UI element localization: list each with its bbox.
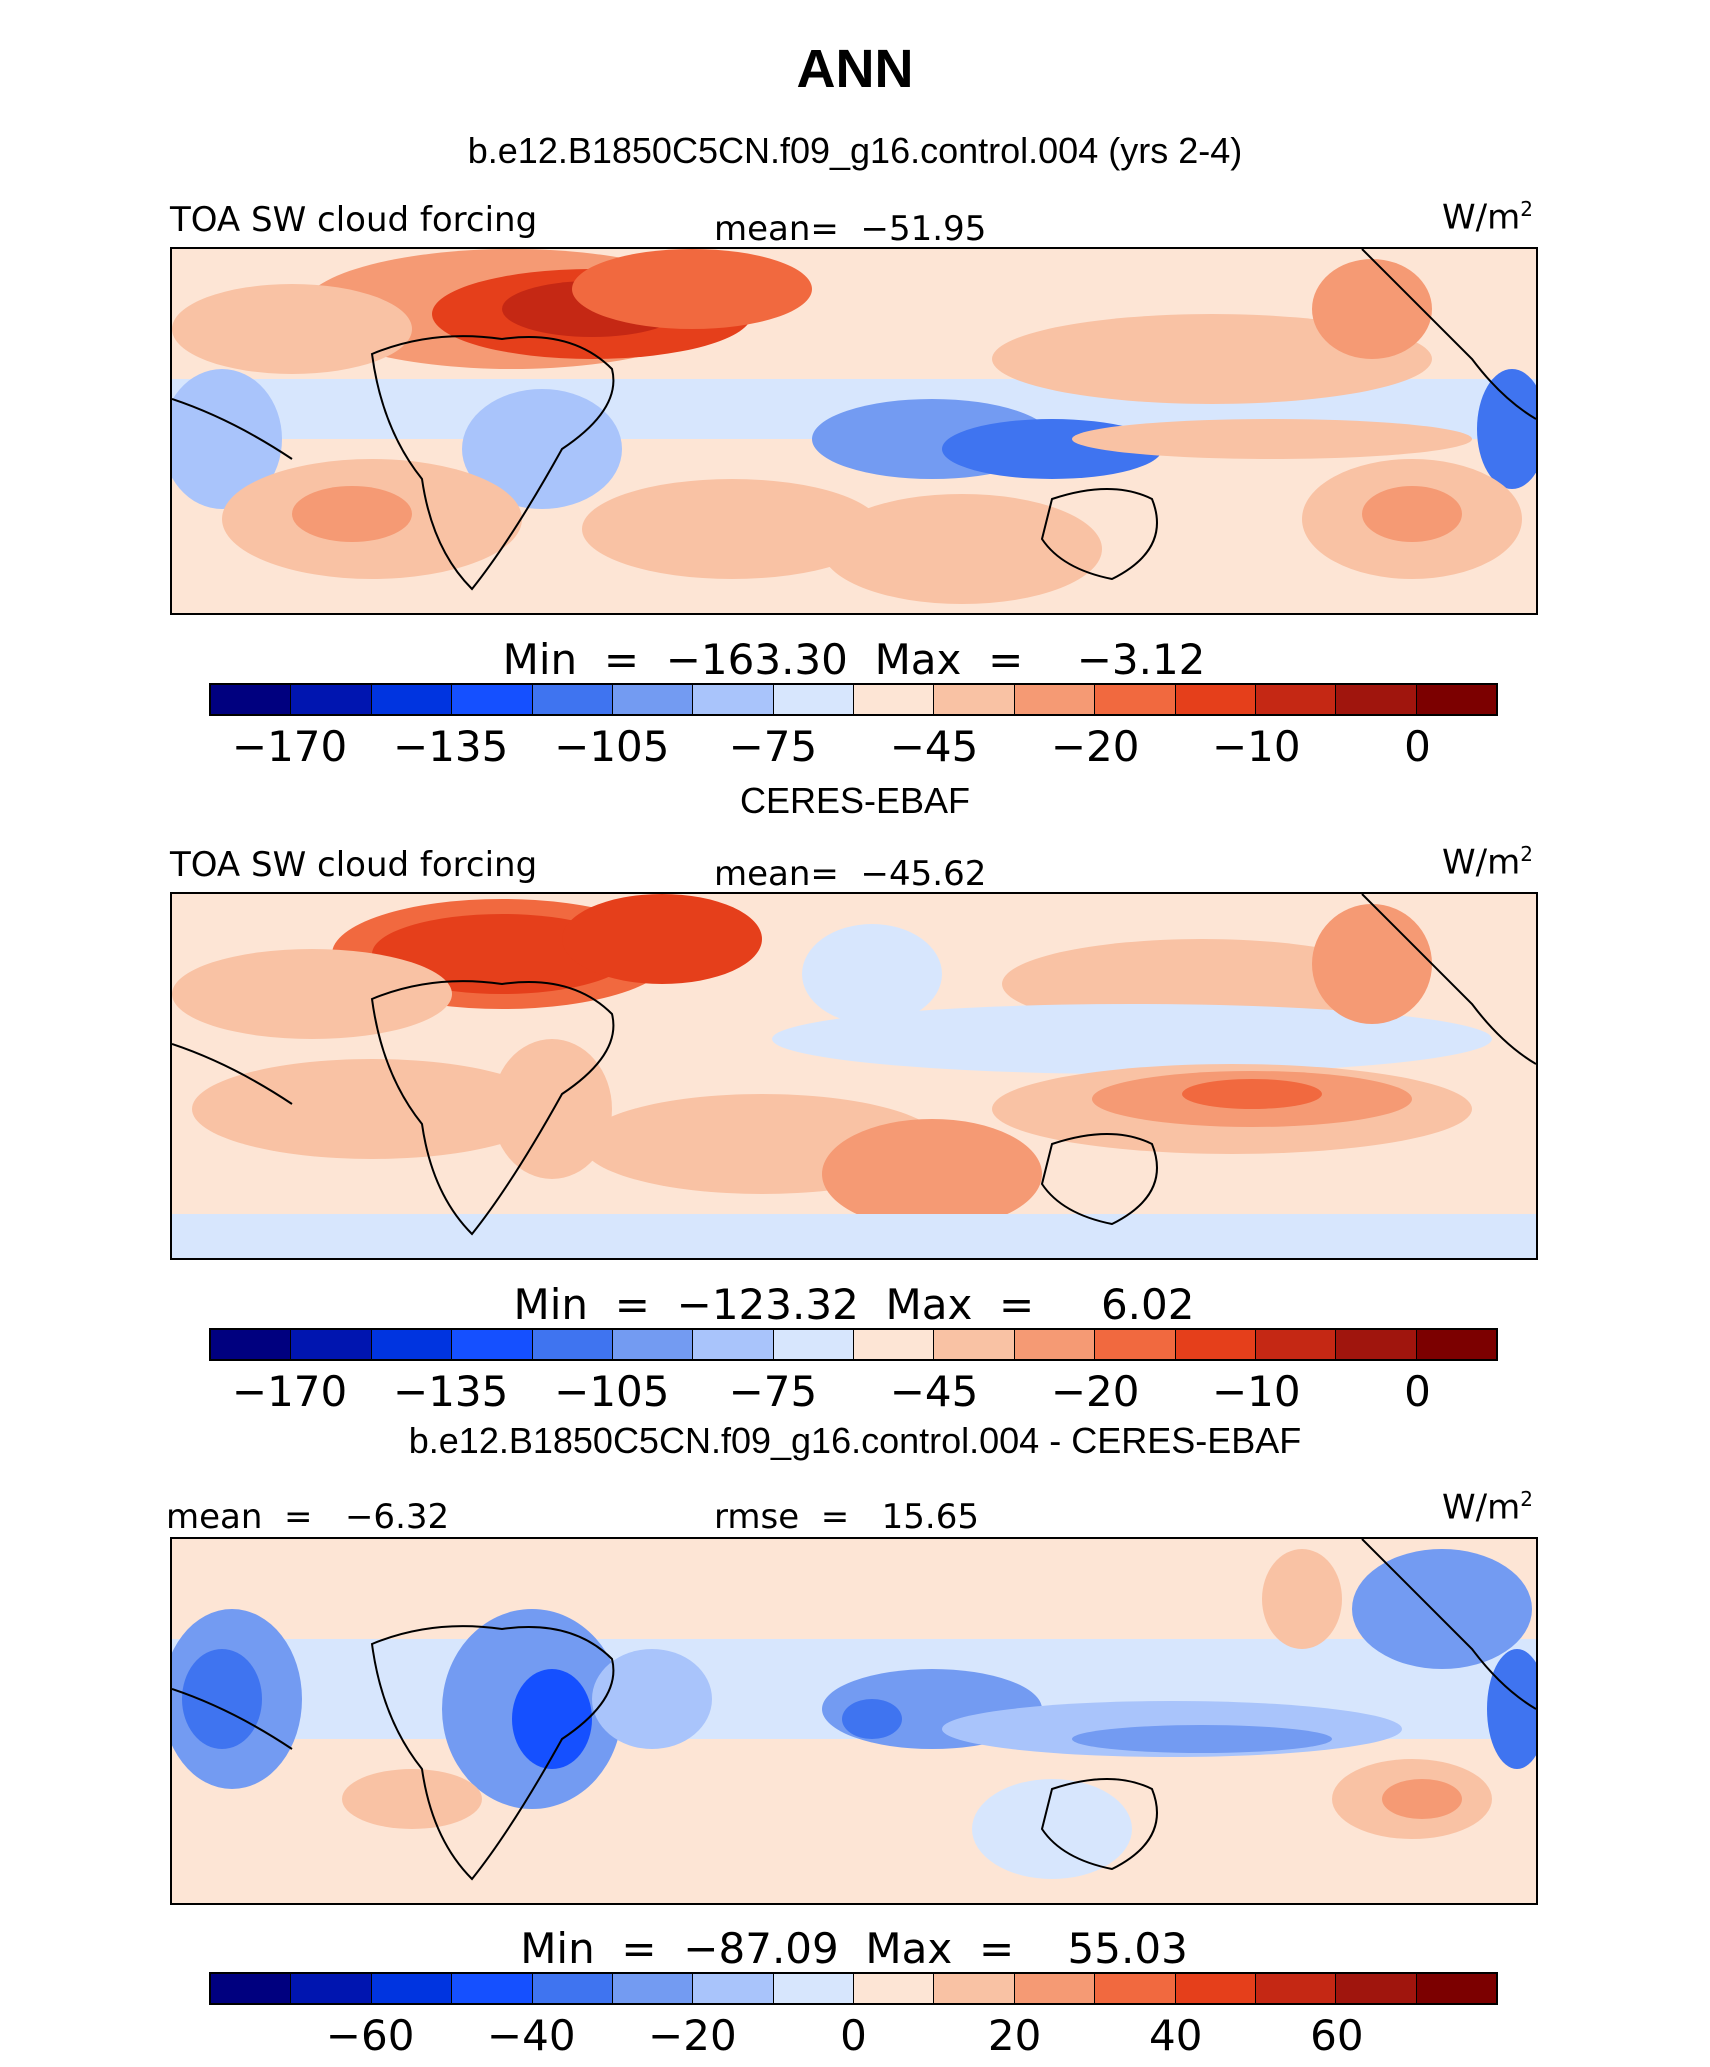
colorbar-swatch [854,685,935,714]
colorbar-tick-label: −75 [728,722,818,771]
colorbar-swatch [773,1974,854,2003]
colorbar-swatch [532,1974,613,2003]
colorbar-tick-label: −135 [393,1367,509,1416]
colorbar-swatch [934,1974,1015,2003]
colorbar-tick-label: −10 [1211,1367,1301,1416]
colorbar-swatch [291,1330,372,1359]
colorbar-swatch [211,1974,292,2003]
colorbar-swatch [934,685,1015,714]
colorbar-tick-label: −20 [1050,1367,1140,1416]
colorbar-swatch [854,1974,935,2003]
colorbar-swatch [854,1330,935,1359]
panel-1-colorbar [209,683,1498,716]
panel-2-mean-label: mean= −45.62 [714,854,987,894]
colorbar-swatch [1255,685,1337,714]
colorbar-tick-label: −170 [231,722,348,771]
colorbar-tick-label: 60 [1310,2011,1364,2060]
colorbar-swatch [291,685,372,714]
colorbar-swatch [1175,685,1256,714]
colorbar-tick-label: −170 [231,1367,348,1416]
colorbar-swatch [1336,1974,1417,2003]
colorbar-swatch [1336,1330,1417,1359]
colorbar-swatch [1416,685,1496,714]
colorbar-swatch [1336,685,1417,714]
panel-2-min-max: Min = −123.32 Max = 6.02 [513,1280,1195,1329]
panel-2-title: CERES-EBAF [739,780,971,821]
panel-2-colorbar [209,1328,1498,1361]
colorbar-tick-label: −10 [1211,722,1301,771]
panel-1-min-max: Min = −163.30 Max = −3.12 [502,635,1206,684]
panel-1-variable-label: TOA SW cloud forcing [170,200,538,240]
colorbar-swatch [1255,1974,1337,2003]
colorbar-swatch [452,1974,533,2003]
colorbar-swatch [773,1330,854,1359]
panel-3-min-max: Min = −87.09 Max = 55.03 [520,1924,1188,1973]
panel-3-mean-label: mean = −6.32 [166,1497,450,1537]
figure-title: ANN [796,39,914,99]
colorbar-swatch [934,1330,1015,1359]
colorbar-swatch [371,685,453,714]
colorbar-swatch [532,685,613,714]
colorbar-swatch [1014,1974,1096,2003]
colorbar-tick-label: 20 [987,2011,1042,2060]
colorbar-swatch [693,1330,774,1359]
colorbar-swatch [1014,685,1096,714]
colorbar-tick-label: −135 [393,722,509,771]
panel-1-units: W/m2 [1442,197,1533,238]
colorbar-tick-label: 0 [840,2011,867,2060]
colorbar-swatch [1095,1974,1176,2003]
panel-1-mean-label: mean= −51.95 [714,209,987,249]
colorbar-swatch [371,1974,453,2003]
colorbar-swatch [612,685,694,714]
colorbar-swatch [693,685,774,714]
colorbar-swatch [452,685,533,714]
colorbar-swatch [371,1330,453,1359]
colorbar-swatch [452,1330,533,1359]
colorbar-swatch [1014,1330,1096,1359]
colorbar-swatch [211,685,292,714]
colorbar-swatch [1416,1330,1496,1359]
colorbar-tick-label: −40 [486,2011,576,2060]
colorbar-tick-label: −45 [889,722,979,771]
colorbar-swatch [612,1974,694,2003]
colorbar-swatch [1095,1330,1176,1359]
colorbar-tick-label: −20 [648,2011,737,2060]
panel-3-rmse-label: rmse = 15.65 [714,1497,979,1537]
panel-3-colorbar [209,1972,1498,2005]
colorbar-tick-label: 0 [1404,722,1431,771]
colorbar-swatch [1095,685,1176,714]
colorbar-tick-label: −60 [325,2011,415,2060]
panel-2-map [170,892,1538,1260]
colorbar-tick-label: −45 [889,1367,979,1416]
colorbar-swatch [291,1974,372,2003]
colorbar-tick-label: 40 [1149,2011,1203,2060]
colorbar-swatch [773,685,854,714]
colorbar-tick-label: −75 [728,1367,818,1416]
panel-1-map [170,247,1538,615]
colorbar-tick-label: −105 [554,1367,670,1416]
colorbar-swatch [1175,1330,1256,1359]
colorbar-swatch [1255,1330,1337,1359]
colorbar-swatch [211,1330,292,1359]
panel-3-title: b.e12.B1850C5CN.f09_g16.control.004 - CE… [408,1420,1302,1461]
panel-3-map [170,1537,1538,1905]
colorbar-swatch [1175,1974,1256,2003]
panel-2-units: W/m2 [1442,842,1533,883]
colorbar-swatch [532,1330,613,1359]
colorbar-swatch [1416,1974,1496,2003]
colorbar-tick-label: −105 [554,722,670,771]
panel-2-variable-label: TOA SW cloud forcing [170,845,538,885]
colorbar-swatch [693,1974,774,2003]
colorbar-tick-label: −20 [1050,722,1140,771]
panel-3-units: W/m2 [1442,1487,1533,1528]
panel-1-title: b.e12.B1850C5CN.f09_g16.control.004 (yrs… [467,130,1243,171]
colorbar-tick-label: 0 [1404,1367,1431,1416]
colorbar-swatch [612,1330,694,1359]
